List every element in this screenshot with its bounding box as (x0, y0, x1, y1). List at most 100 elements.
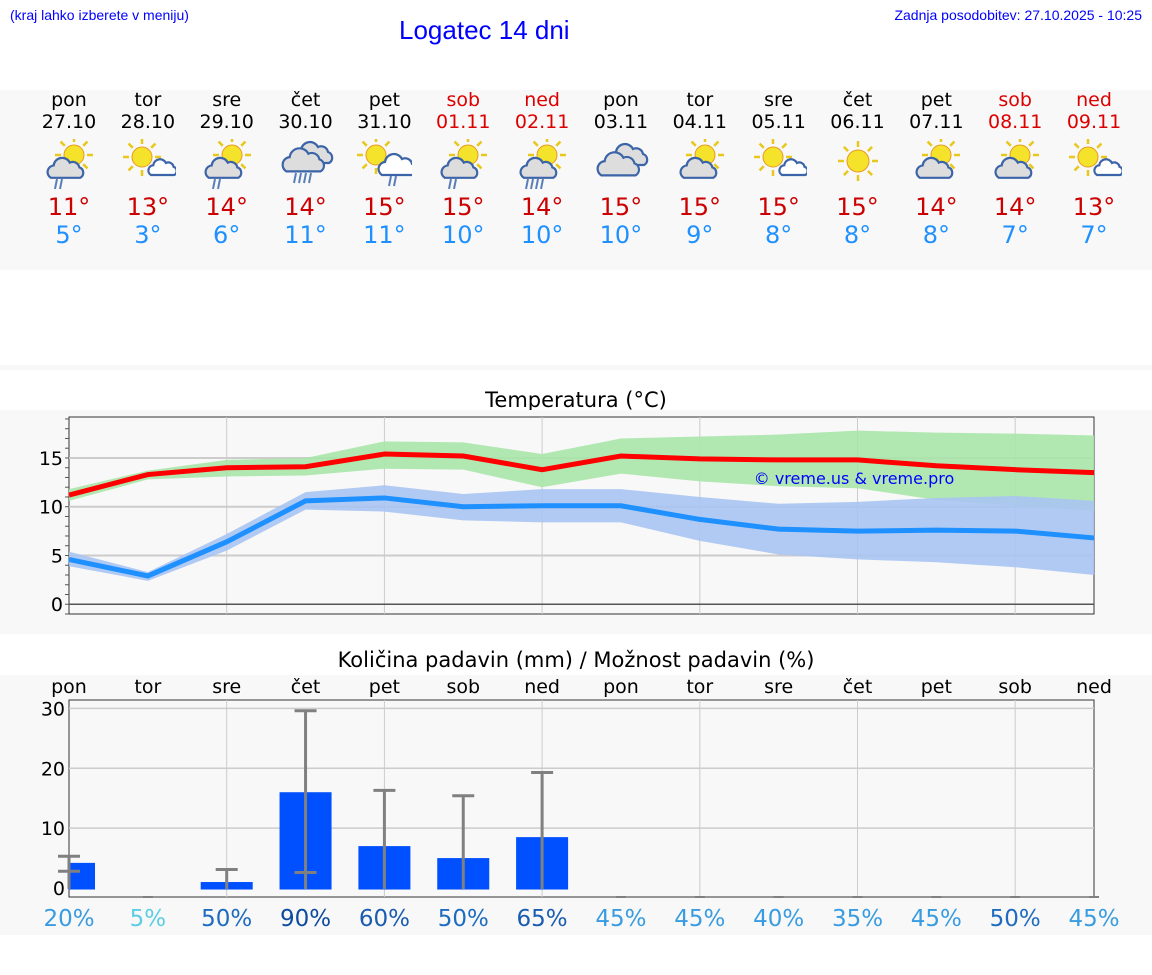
temp-min: 8° (765, 221, 793, 249)
day-column: pet 31.10 15° 11° (345, 89, 423, 249)
sun-cloud-rain-icon (440, 139, 488, 189)
watermark: © vreme.us & vreme.pro (754, 469, 955, 488)
day-date: 03.11 (593, 111, 649, 133)
temp-max: 14° (915, 193, 958, 221)
x-category-label: sre (764, 676, 793, 698)
day-column: sre 29.10 14° 6° (188, 89, 266, 249)
x-category-label: ned (524, 676, 560, 698)
day-name: tor (134, 89, 162, 111)
day-column: pon 03.11 15° 10° (582, 89, 660, 249)
x-category-label: sob (998, 676, 1032, 698)
temp-min: 9° (686, 221, 714, 249)
temp-min: 6° (213, 221, 241, 249)
sun-cloud-icon (994, 139, 1040, 179)
day-name: čet (290, 89, 321, 111)
temp-max: 15° (836, 193, 879, 221)
day-name: čet (842, 89, 873, 111)
divider (0, 365, 1152, 370)
precip-probability: 20% (43, 906, 94, 932)
daily-forecast-panel (0, 90, 1152, 270)
y-tick-label: 20 (41, 758, 65, 780)
precip-probability: 45% (911, 906, 962, 932)
precip-probability: 45% (674, 906, 725, 932)
x-category-label: pet (369, 676, 400, 698)
x-category-label: čet (291, 676, 321, 698)
day-name: sre (764, 89, 794, 111)
day-name: sre (212, 89, 242, 111)
precip-chart-title: Količina padavin (mm) / Možnost padavin … (337, 648, 815, 672)
day-date: 09.11 (1066, 111, 1122, 133)
temp-min: 5° (55, 221, 83, 249)
precip-probability: 5% (130, 906, 167, 932)
cloud-heavy-rain-icon (281, 140, 333, 184)
day-name: ned (524, 89, 560, 111)
temp-min: 7° (1080, 221, 1108, 249)
sun-small-cloud-icon (1069, 139, 1123, 177)
day-date: 05.11 (751, 111, 806, 133)
last-updated: Zadnja posodobitev: 27.10.2025 - 10:25 (894, 7, 1142, 23)
temp-min: 3° (134, 221, 162, 249)
temp-min: 10° (441, 221, 485, 249)
x-category-label: tor (686, 676, 713, 698)
temp-min: 11° (363, 221, 406, 249)
y-tick-label: 5 (51, 545, 63, 567)
x-category-label: pet (921, 676, 952, 698)
temp-max: 14° (993, 193, 1037, 221)
day-date: 31.10 (357, 111, 412, 133)
cloudy-icon (596, 142, 649, 177)
y-tick-label: 0 (53, 878, 65, 900)
day-column: pon 27.10 11° 5° (30, 89, 108, 249)
x-category-label: sob (446, 676, 480, 698)
sun-small-cloud-icon (753, 139, 807, 177)
temp-max: 14° (205, 193, 248, 221)
day-date: 01.11 (436, 111, 491, 133)
temp-max: 15° (363, 193, 406, 221)
y-tick-label: 0 (51, 594, 63, 616)
page-title: Logatec 14 dni (399, 15, 570, 45)
temp-max: 11° (47, 193, 91, 221)
sun-cloud-light-rain-icon (357, 139, 413, 187)
temp-max: 14° (520, 193, 564, 221)
band-max (69, 430, 1095, 511)
day-column: sob 01.11 15° 10° (424, 89, 502, 249)
temp-max: 15° (599, 193, 643, 221)
day-name: pon (603, 89, 639, 111)
day-name: pet (920, 89, 952, 111)
precip-probability: 45% (595, 906, 646, 932)
location-hint: (kraj lahko izberete v meniju) (10, 7, 189, 23)
temp-chart-title: Temperatura (°C) (485, 388, 667, 412)
sun-cloud-icon (915, 139, 961, 179)
precip-bar (69, 862, 95, 890)
day-date: 08.11 (987, 111, 1043, 133)
precip-probability: 50% (990, 906, 1041, 932)
temp-max: 15° (441, 193, 485, 221)
x-category-label: pon (51, 676, 87, 698)
day-column: sre 05.11 15° 8° (740, 89, 818, 249)
day-column: tor 04.11 15° 9° (661, 89, 739, 249)
x-category-label: čet (843, 676, 873, 698)
plot-area (68, 699, 1095, 898)
precip-probability: 35% (832, 906, 883, 932)
temp-min: 8° (843, 221, 872, 249)
temp-min: 10° (599, 221, 643, 249)
precip-probability: 65% (517, 906, 568, 932)
day-date: 07.11 (909, 111, 964, 133)
precip-probability: 50% (438, 906, 489, 932)
day-column: čet 06.11 15° 8° (819, 89, 897, 249)
day-name: tor (686, 89, 714, 111)
x-category-label: ned (1076, 676, 1112, 698)
day-name: ned (1076, 89, 1112, 111)
x-category-label: tor (134, 676, 161, 698)
day-date: 04.11 (672, 111, 727, 133)
y-tick-label: 15 (39, 448, 63, 470)
temp-max: 13° (1072, 193, 1116, 221)
sun-cloud-icon (679, 139, 724, 179)
temp-max: 15° (757, 193, 800, 221)
temp-max: 15° (678, 193, 722, 221)
temp-min: 8° (922, 221, 950, 249)
y-tick-label: 10 (39, 497, 63, 519)
day-column: tor 28.10 13° 3° (109, 89, 187, 249)
temp-min: 10° (520, 221, 564, 249)
precip-probability: 50% (201, 906, 252, 932)
day-column: pet 07.11 14° 8° (897, 89, 975, 249)
